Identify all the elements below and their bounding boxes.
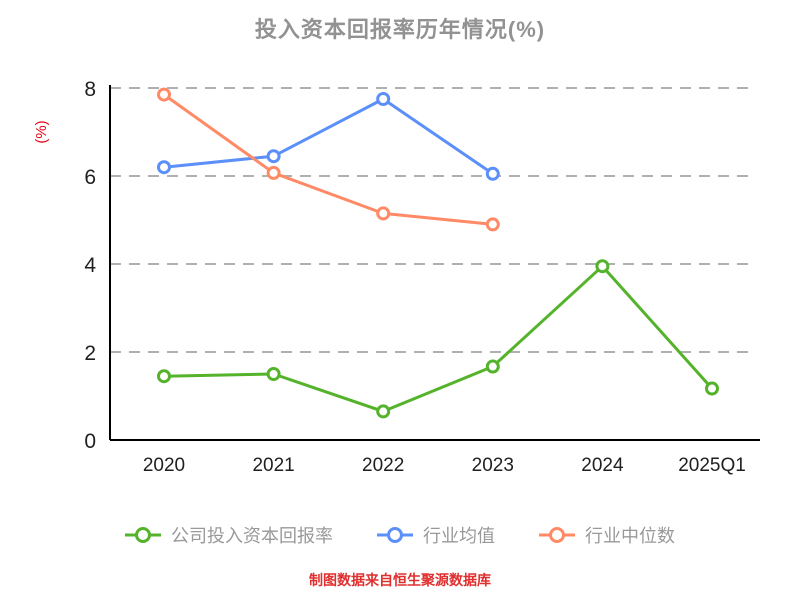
x-tick-label: 2021 — [252, 455, 294, 476]
data-point — [376, 206, 391, 221]
data-point — [266, 367, 281, 381]
data-point — [157, 87, 171, 102]
legend-marker — [125, 527, 161, 543]
data-point — [485, 217, 500, 232]
data-point — [157, 160, 171, 175]
data-point — [485, 359, 500, 374]
x-tick-label: 2024 — [581, 455, 624, 476]
series-line-2 — [162, 93, 495, 226]
y-tick-label: 0 — [84, 430, 96, 453]
data-point — [266, 165, 281, 180]
data-point — [376, 92, 391, 106]
data-point — [595, 259, 610, 274]
legend-label: 公司投入资本回报率 — [171, 526, 333, 546]
data-point — [266, 149, 281, 164]
y-tick-label: 8 — [84, 78, 96, 101]
legend-item[interactable]: 行业中位数 — [539, 522, 675, 548]
legend-marker — [377, 527, 413, 543]
x-tick-label: 2023 — [472, 455, 514, 476]
legend-item[interactable]: 行业均值 — [377, 522, 495, 548]
series-line-1 — [162, 97, 495, 176]
legend-marker — [539, 527, 575, 543]
series-line-0 — [162, 264, 714, 413]
legend: 公司投入资本回报率 行业均值 行业中位数 — [0, 522, 800, 548]
x-tick-label: 2020 — [143, 455, 185, 476]
legend-item[interactable]: 公司投入资本回报率 — [125, 522, 333, 548]
chart-title: 投入资本回报率历年情况(%) — [254, 17, 546, 42]
x-tick-label: 2025Q1 — [678, 455, 746, 476]
data-point — [485, 166, 500, 181]
y-axis-title: (%) — [33, 120, 50, 143]
y-tick-label: 4 — [84, 254, 96, 277]
data-point — [376, 404, 391, 419]
data-point — [157, 369, 171, 384]
data-source-note: 制图数据来自恒生聚源数据库 — [309, 572, 491, 588]
y-tick-label: 2 — [84, 342, 96, 365]
legend-label: 行业均值 — [423, 526, 495, 546]
y-tick-label: 6 — [84, 166, 96, 189]
legend-label: 行业中位数 — [585, 526, 675, 546]
data-point — [705, 381, 719, 396]
x-tick-label: 2022 — [362, 455, 404, 476]
